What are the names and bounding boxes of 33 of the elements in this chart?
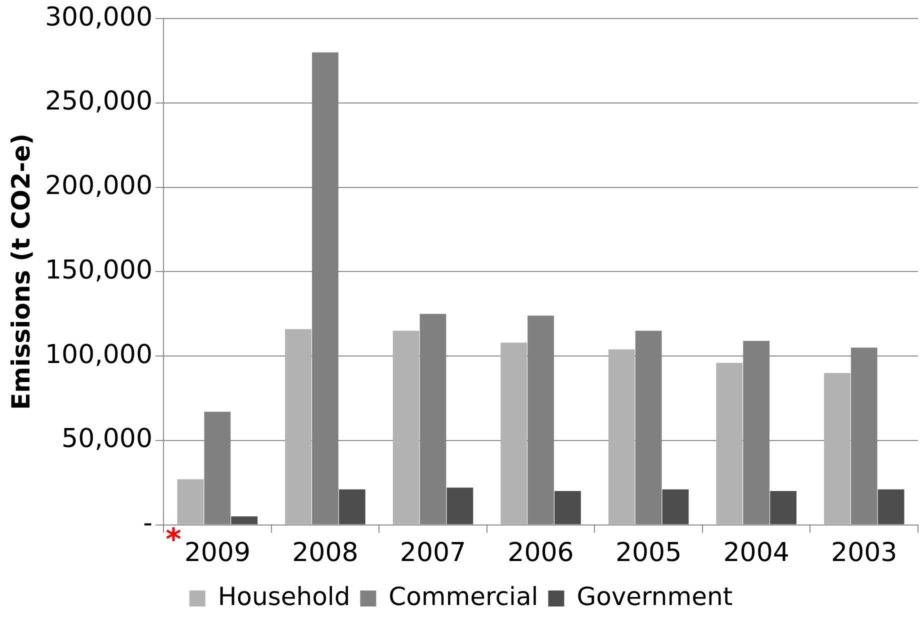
bar (338, 489, 366, 524)
y-axis-title: Emissions (t CO2-e) (6, 133, 36, 410)
bar (446, 488, 474, 524)
bar (177, 479, 204, 524)
bar (824, 372, 850, 524)
x-tick-label: 2003 (831, 538, 898, 568)
bar (878, 489, 904, 524)
annotation: * (166, 522, 182, 558)
bar (500, 342, 528, 524)
y-tick-label: 200,000 (44, 171, 153, 202)
y-tick-label: - (143, 508, 153, 539)
bar (662, 489, 689, 524)
y-tick-label: 250,000 (44, 86, 153, 117)
legend-label: Household (218, 582, 350, 611)
legend-label: Commercial (388, 582, 538, 611)
y-tick-label: 150,000 (44, 255, 153, 286)
bar (716, 362, 743, 524)
bar (231, 516, 258, 524)
y-tick-label: 100,000 (44, 340, 153, 370)
x-tick-label: 2009 (184, 538, 250, 568)
legend-label: Government (576, 582, 733, 611)
bar (554, 491, 581, 524)
x-tick-label: 2007 (400, 538, 466, 568)
bar (608, 349, 635, 524)
bar (285, 329, 312, 524)
bar (392, 330, 420, 524)
x-tick-label: 2006 (508, 538, 574, 568)
x-tick-label: 2008 (292, 538, 358, 568)
x-tick-label: 2004 (723, 538, 790, 568)
bar (770, 491, 796, 524)
x-tick-label: 2005 (615, 538, 682, 568)
y-tick-label: 300,000 (44, 2, 153, 32)
y-tick-label: 50,000 (62, 424, 153, 454)
